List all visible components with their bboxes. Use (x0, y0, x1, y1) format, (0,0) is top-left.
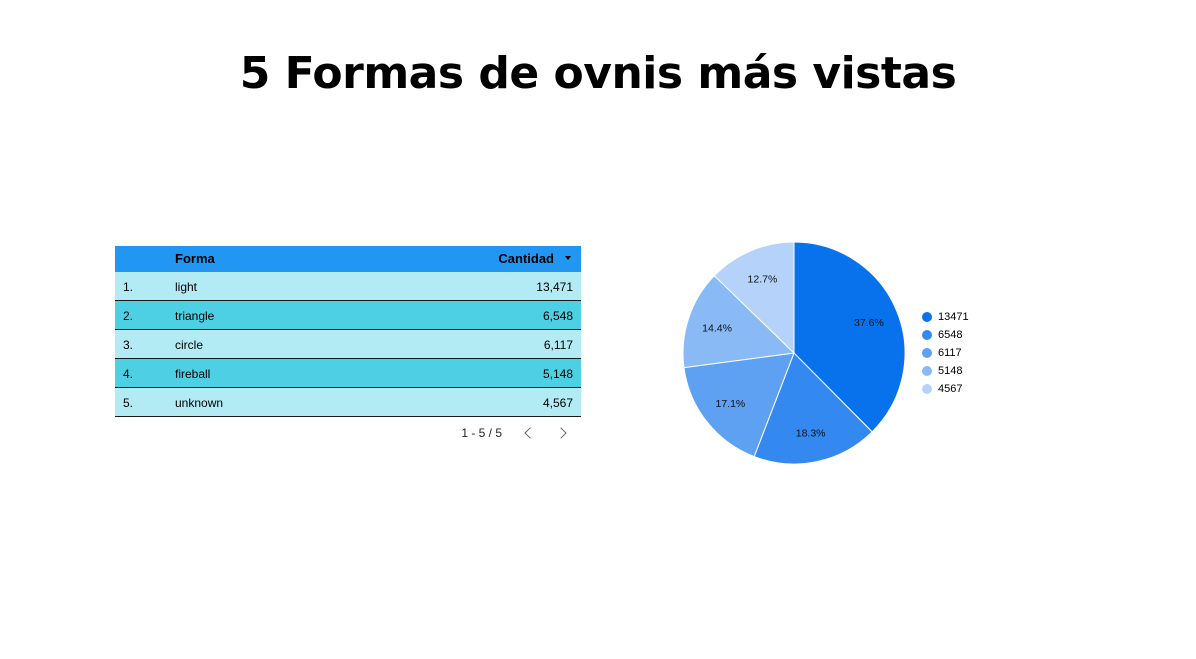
sort-descending-icon[interactable] (565, 256, 571, 260)
pie-slice-5[interactable] (713, 241, 795, 355)
legend-label: 4567 (938, 383, 963, 395)
column-header-cantidad[interactable]: Cantidad (498, 251, 554, 266)
cell-idx: 5. (123, 396, 134, 410)
table-body: 1. light 13,471 2. triangle 6,548 3. circle 6,11… (115, 272, 581, 417)
data-table: Forma Cantidad 1. light 13,471 2. triangle 6,… (115, 246, 581, 417)
column-header-forma[interactable]: Forma (175, 251, 215, 266)
pie-slice-label: 17.1% (715, 398, 745, 410)
legend-dot (922, 330, 932, 340)
cell-forma: circle (175, 338, 204, 352)
legend-label: 5148 (938, 365, 963, 377)
cell-cantidad: 4,567 (542, 396, 573, 410)
legend-dot (922, 384, 932, 394)
pie-slice-label: 18.3% (796, 427, 826, 439)
table-row[interactable]: 1. light 13,471 (115, 272, 581, 301)
cell-forma: light (175, 280, 198, 294)
table-header: Forma Cantidad (115, 246, 581, 272)
cell-idx: 2. (123, 309, 134, 323)
page-title: 5 Formas de ovnis más vistas (239, 48, 957, 99)
legend-label: 6117 (938, 347, 962, 359)
cell-idx: 1. (123, 280, 134, 294)
legend-dot (922, 312, 932, 322)
legend-dot (922, 348, 932, 358)
cell-cantidad: 6,117 (543, 338, 573, 352)
table-row[interactable]: 4. fireball 5,148 (115, 359, 581, 388)
cell-cantidad: 5,148 (542, 367, 573, 381)
cell-cantidad: 13,471 (536, 280, 573, 294)
legend-label: 6548 (938, 329, 963, 341)
table-row[interactable]: 2. triangle 6,548 (115, 301, 581, 330)
table-row[interactable]: 3. circle 6,117 (115, 330, 581, 359)
cell-forma: triangle (175, 309, 215, 323)
table-row[interactable]: 5. unknown 4,567 (115, 388, 581, 417)
pie-slice-4[interactable] (682, 274, 796, 369)
legend-label: 13471 (938, 311, 969, 323)
pagination: 1 - 5 / 5 (115, 424, 581, 444)
legend-dot (922, 366, 932, 376)
pagination-text: 1 - 5 / 5 (461, 426, 502, 440)
cell-forma: fireball (175, 367, 211, 381)
pie-slice-label: 14.4% (702, 323, 732, 335)
pie-slice-label: 12.7% (748, 273, 778, 285)
pie-slice-label: 37.6% (854, 317, 884, 329)
cell-cantidad: 6,548 (542, 309, 573, 323)
pie-slice-3[interactable] (683, 352, 795, 458)
cell-idx: 3. (123, 338, 134, 352)
cell-idx: 4. (123, 367, 134, 381)
pie-slice-1[interactable] (793, 241, 906, 433)
cell-forma: unknown (175, 396, 224, 410)
